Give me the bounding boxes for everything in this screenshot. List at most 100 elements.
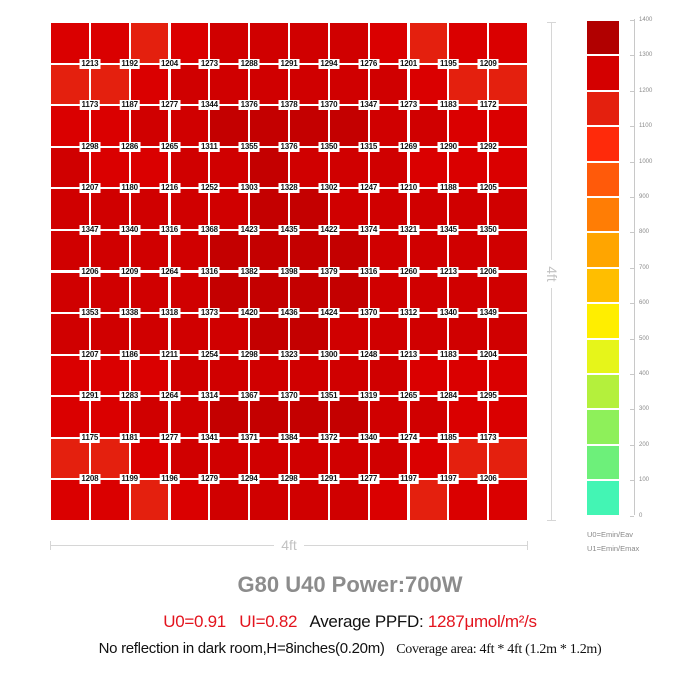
ppfd-value-label: 1347 [358, 100, 380, 111]
ppfd-value-label: 1291 [278, 58, 300, 69]
heatmap-cell [130, 64, 169, 105]
legend-color-swatch [587, 21, 619, 55]
ppfd-value-label: 1376 [278, 141, 300, 152]
ppfd-value-label: 1294 [318, 58, 340, 69]
heatmap-cell [130, 272, 169, 313]
heatmap-cell [250, 397, 288, 437]
heatmap-cell [170, 480, 209, 520]
heatmap-cell [170, 64, 209, 105]
ppfd-value-label: 1286 [119, 141, 141, 152]
heatmap-cell [369, 64, 408, 105]
heatmap-cell [210, 355, 249, 396]
heatmap-cell [489, 23, 527, 63]
ppfd-value-label: 1291 [318, 474, 340, 485]
average-ppfd-label: Average PPFD: [309, 612, 428, 631]
heatmap-cell [329, 480, 368, 520]
heatmap-cell [489, 106, 527, 146]
ppfd-value-label: 1291 [79, 391, 101, 402]
legend-color-swatch [587, 91, 619, 126]
legend-tick [630, 515, 634, 517]
legend-tick-label: 1400 [639, 17, 653, 23]
heatmap-cell [250, 64, 288, 105]
ppfd-value-label: 1206 [477, 474, 499, 485]
heatmap-cell [210, 314, 249, 354]
legend-tick-label: 600 [639, 300, 650, 307]
ppfd-value-label: 1201 [398, 58, 419, 69]
legend-tick [630, 303, 634, 305]
legend-tick [630, 374, 634, 375]
heatmap-cell [51, 23, 89, 63]
heatmap-cell [449, 438, 488, 479]
heatmap-cell [90, 147, 129, 188]
heatmap-cell [90, 64, 129, 105]
ppfd-value-label: 1355 [238, 141, 260, 152]
chart-title: G80 U40 Power:700W [237, 572, 463, 597]
legend-color-swatch [587, 198, 619, 232]
ppfd-value-label: 1188 [438, 183, 459, 194]
ppfd-value-label: 1345 [437, 224, 459, 235]
ppfd-value-label: 1199 [119, 474, 140, 485]
ppfd-value-label: 1314 [198, 391, 220, 402]
legend-tick [630, 409, 634, 411]
legend-tick-label: 100 [639, 477, 650, 484]
heatmap-cell [449, 397, 488, 437]
heatmap-cell [329, 189, 368, 229]
legend-tick-label: 800 [639, 229, 650, 236]
heatmap-cell [210, 106, 249, 146]
heatmap-cell [170, 397, 209, 437]
legend-color-swatch [587, 268, 619, 303]
legend-tick [630, 338, 634, 340]
legend-tick [630, 197, 634, 198]
heatmap-cell [51, 480, 89, 520]
legend-color-swatch [587, 445, 619, 480]
heatmap-cell [369, 314, 408, 354]
heatmap-cell [409, 23, 448, 63]
ppfd-value-label: 1213 [398, 349, 419, 360]
heatmap-cell [130, 438, 169, 479]
ppfd-value-label: 1298 [278, 474, 300, 485]
ppfd-value-label: 1350 [318, 141, 340, 152]
heatmap-cell [489, 147, 527, 188]
legend-tick [630, 267, 634, 269]
ppfd-value-label: 1252 [198, 183, 220, 194]
ppfd-value-label: 1264 [159, 391, 180, 402]
heatmap-cell [210, 147, 249, 188]
heatmap-cell [51, 189, 89, 229]
ppfd-value-label: 1206 [79, 266, 101, 277]
ppfd-value-label: 1302 [318, 183, 340, 194]
ppfd-value-label: 1247 [358, 183, 380, 194]
ppfd-value-label: 1206 [477, 266, 499, 277]
heatmap-cell [449, 147, 488, 188]
ppfd-value-label: 1205 [477, 183, 499, 194]
heatmap-cell [489, 189, 527, 229]
vertical-dimension-label: 4ft [540, 260, 564, 288]
u1-value: UI=0.82 [239, 612, 298, 631]
ppfd-value-label: 1288 [238, 58, 260, 69]
legend-tick [630, 20, 634, 21]
coverage-text: Coverage area: 4ft * 4ft (1.2m * 1.2m) [396, 642, 602, 657]
heatmap-cell [369, 106, 408, 146]
ppfd-value-label: 1423 [238, 224, 260, 235]
heatmap-cell [369, 480, 408, 520]
ppfd-value-label: 1312 [398, 308, 419, 319]
heatmap-cell [170, 189, 209, 229]
ppfd-value-label: 1350 [477, 224, 499, 235]
ppfd-value-label: 1370 [358, 308, 380, 319]
ppfd-value-label: 1279 [198, 474, 220, 485]
heatmap-cell [489, 355, 527, 396]
ppfd-value-label: 1264 [159, 266, 180, 277]
ppfd-value-label: 1265 [398, 391, 419, 402]
heatmap-cell [290, 355, 328, 396]
legend-color-swatch [587, 56, 619, 90]
heatmap-cell [329, 147, 368, 188]
ppfd-value-label: 1210 [398, 183, 419, 194]
ppfd-value-label: 1368 [198, 224, 220, 235]
heatmap-cell [250, 480, 288, 520]
heatmap-cell [290, 64, 328, 105]
ppfd-value-label: 1196 [159, 474, 180, 485]
ppfd-value-label: 1183 [438, 349, 459, 360]
ppfd-value-label: 1367 [238, 391, 260, 402]
ppfd-value-label: 1372 [318, 432, 340, 443]
heatmap-cell [449, 355, 488, 396]
heatmap-cell [210, 23, 249, 63]
